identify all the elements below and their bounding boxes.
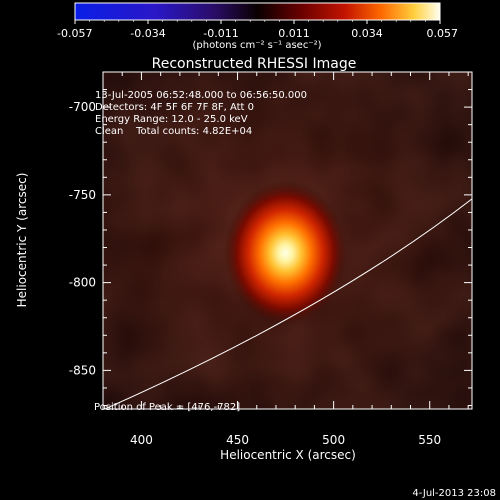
- x-axis-tick-labels: 400 450 500 550: [130, 433, 441, 447]
- x-tick-label: 450: [226, 433, 249, 447]
- x-tick-label: 550: [418, 433, 441, 447]
- x-axis-title: Heliocentric X (arcsec): [220, 448, 356, 462]
- image-area: [103, 72, 472, 409]
- info-time-range: 13-Jul-2005 06:52:48.000 to 06:56:50.000: [95, 90, 307, 101]
- observation-info: 13-Jul-2005 06:52:48.000 to 06:56:50.000…: [95, 90, 307, 137]
- x-axis-ticks: [102, 72, 469, 409]
- solar-limb-line: [103, 198, 472, 409]
- colorbar-tick-label: -0.034: [130, 27, 165, 40]
- info-clean-counts: Clean Total counts: 4.82E+04: [95, 126, 252, 137]
- colorbar-gradient: [74, 2, 441, 21]
- colorbar-tick-label: 0.011: [278, 27, 310, 40]
- x-tick-label: 400: [130, 433, 153, 447]
- info-detectors: Detectors: 4F 5F 6F 7F 8F, Att 0: [95, 102, 254, 113]
- colorbar-tick-labels: -0.057 -0.034 -0.011 0.011 0.034 0.057: [57, 27, 458, 40]
- colorbar-tick-label: 0.034: [351, 27, 383, 40]
- peak-position-label: Position of Peak = [476,-782]: [94, 402, 240, 413]
- colorbar-units: (photons cm⁻² s⁻¹ asec⁻²): [192, 40, 321, 51]
- y-tick-label: -700: [69, 100, 96, 114]
- y-axis-tick-labels: -700 -750 -800 -850: [69, 100, 96, 377]
- info-energy-range: Energy Range: 12.0 - 25.0 keV: [95, 114, 248, 125]
- colorbar-ticks: [74, 20, 441, 24]
- y-axis-title: Heliocentric Y (arcsec): [15, 173, 29, 308]
- plot-frame: [102, 71, 473, 410]
- y-tick-label: -800: [69, 276, 96, 290]
- colorbar-tick-label: -0.011: [203, 27, 238, 40]
- colorbar: -0.057 -0.034 -0.011 0.011 0.034 0.057 (photo…: [57, 2, 458, 51]
- y-tick-label: -750: [69, 188, 96, 202]
- colorbar-tick-label: -0.057: [57, 27, 92, 40]
- plot-title: Reconstructed RHESSI Image: [152, 56, 357, 72]
- footer-timestamp: 4-Jul-2013 23:08: [412, 488, 496, 499]
- xray-source: [223, 181, 348, 326]
- x-tick-label: 500: [322, 433, 345, 447]
- colorbar-tick-label: 0.057: [427, 27, 459, 40]
- y-axis-ticks: [103, 71, 472, 406]
- y-tick-label: -850: [69, 363, 96, 377]
